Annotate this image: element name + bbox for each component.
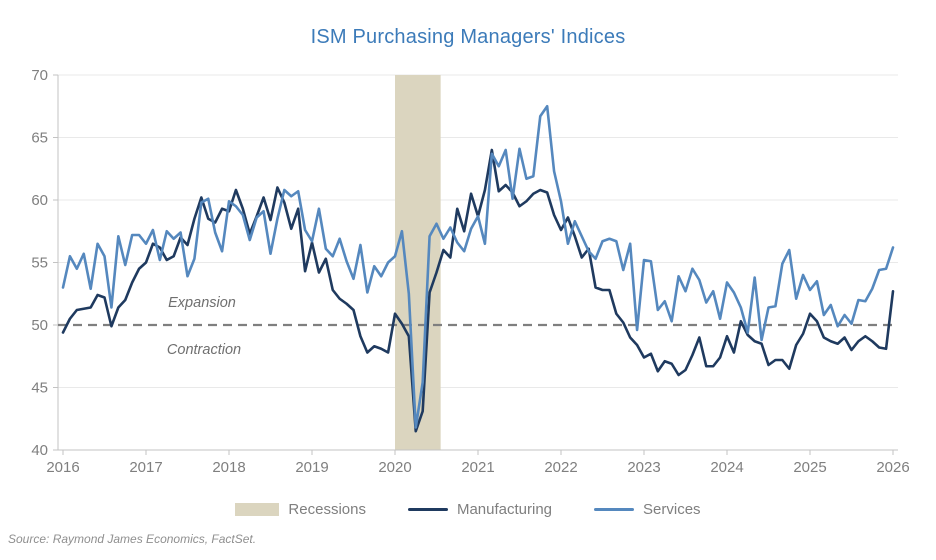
legend-item-services: Services bbox=[594, 501, 701, 518]
x-axis-tick-label: 2021 bbox=[461, 459, 494, 476]
legend-label-recessions: Recessions bbox=[288, 501, 366, 518]
recession-swatch-icon bbox=[235, 503, 280, 516]
x-axis-tick-label: 2025 bbox=[793, 459, 826, 476]
x-axis-tick-label: 2016 bbox=[46, 459, 79, 476]
legend-label-services: Services bbox=[643, 501, 701, 518]
x-axis-tick-label: 2020 bbox=[378, 459, 411, 476]
x-axis-tick-label: 2026 bbox=[876, 459, 909, 476]
x-axis-tick-label: 2017 bbox=[129, 459, 162, 476]
y-axis-tick-label: 65 bbox=[31, 130, 48, 147]
legend-item-recessions: Recessions bbox=[235, 501, 366, 518]
manufacturing-line-swatch-icon bbox=[407, 507, 448, 512]
recession-band bbox=[395, 75, 441, 450]
x-axis-tick-label: 2023 bbox=[627, 459, 660, 476]
x-axis-tick-label: 2022 bbox=[544, 459, 577, 476]
y-axis-tick-label: 45 bbox=[31, 380, 48, 397]
chart-legend: Recessions Manufacturing Services bbox=[0, 501, 936, 518]
y-axis-tick-label: 55 bbox=[31, 255, 48, 272]
services-line-swatch-icon bbox=[594, 507, 635, 512]
x-axis-tick-label: 2024 bbox=[710, 459, 743, 476]
manufacturing-line bbox=[61, 148, 895, 433]
pmi-line-chart: 40 45 50 55 60 65 70 2016 2017 2018 2019 2020 2021 20… bbox=[31, 67, 909, 476]
source-note: Source: Raymond James Economics, FactSet… bbox=[8, 532, 257, 546]
x-axis-tick-label: 2019 bbox=[295, 459, 328, 476]
y-axis-tick-label: 50 bbox=[31, 317, 48, 334]
expansion-label: Expansion bbox=[168, 295, 236, 311]
legend-label-manufacturing: Manufacturing bbox=[456, 501, 553, 518]
services-line bbox=[61, 104, 895, 429]
contraction-label: Contraction bbox=[167, 342, 241, 358]
y-axis-tick-label: 40 bbox=[31, 442, 48, 459]
legend-item-manufacturing: Manufacturing bbox=[407, 501, 553, 518]
y-axis-tick-label: 70 bbox=[31, 67, 48, 84]
x-axis-tick-label: 2018 bbox=[212, 459, 245, 476]
chart-title: ISM Purchasing Managers' Indices bbox=[310, 26, 626, 48]
y-axis-tick-label: 60 bbox=[31, 192, 48, 209]
